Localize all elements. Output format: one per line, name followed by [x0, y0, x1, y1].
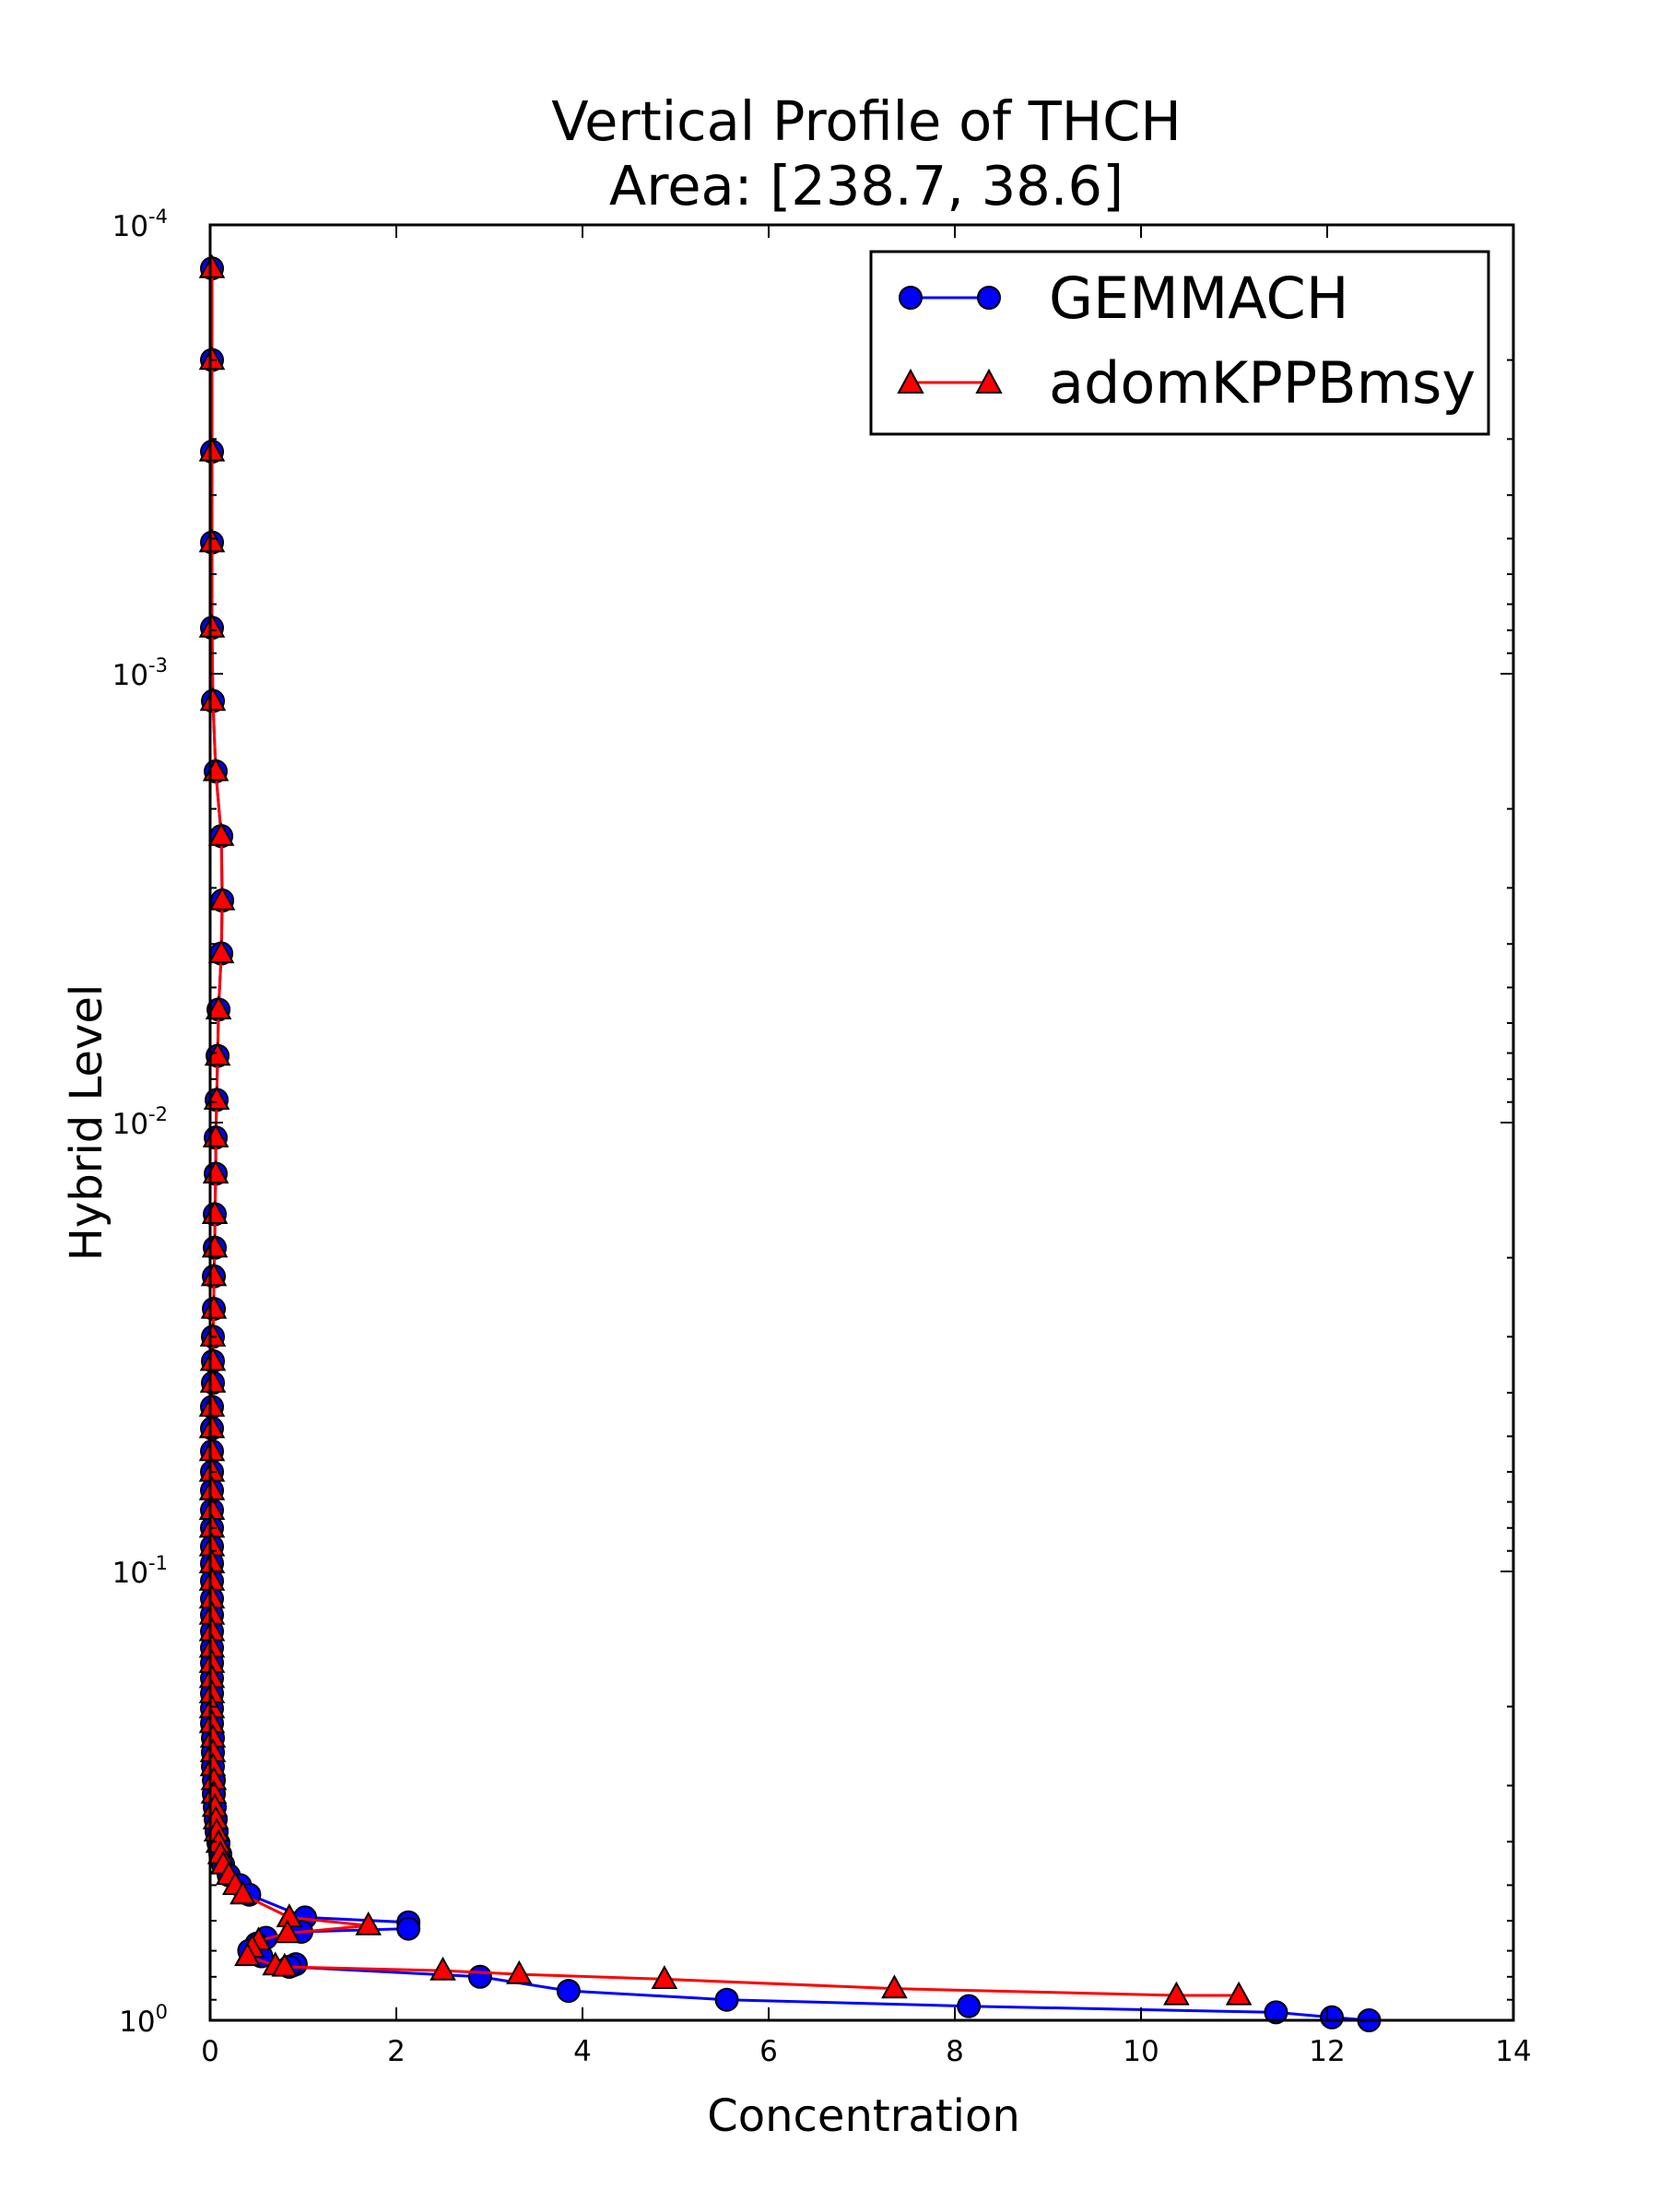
data-point-adom: [274, 1919, 301, 1944]
chart-title: Vertical Profile of THCH: [551, 89, 1181, 153]
x-tick-label: 6: [759, 2035, 778, 2068]
legend-marker-gemmach: [899, 286, 923, 310]
data-point-adom: [199, 1323, 227, 1347]
data-point-adom: [205, 995, 232, 1019]
data-point-adom: [271, 1952, 299, 1977]
data-point-adom: [198, 528, 226, 553]
data-point-adom: [198, 253, 226, 278]
data-point-adom: [198, 437, 226, 462]
legend-marker-adom: [897, 368, 924, 394]
legend-marker-gemmach-2: [977, 286, 1001, 310]
legend-label-gemmach: GEMMACH: [1049, 265, 1348, 332]
data-point-adom: [234, 1942, 261, 1967]
y-tick-base: 10: [119, 2006, 155, 2039]
y-tick-exponent: 0: [156, 2001, 168, 2023]
x-tick-label: 12: [1309, 2035, 1345, 2068]
data-point-adom: [200, 1262, 228, 1287]
data-point-gemmach: [396, 1916, 421, 1941]
data-point-gemmach: [1264, 2000, 1288, 2025]
legend-box: [869, 250, 1490, 436]
data-point-adom: [1163, 1981, 1190, 2006]
data-point-adom: [200, 1294, 228, 1319]
plot-frame: [208, 223, 1515, 2022]
data-point-adom: [1225, 1981, 1253, 2006]
y-tick-exponent: -4: [148, 206, 168, 228]
data-point-adom: [204, 1041, 231, 1066]
y-tick-base: 10: [112, 210, 148, 243]
legend-label-adom: adomKPPBmsy: [1049, 349, 1476, 417]
y-tick-label: 10-1: [112, 1552, 168, 1590]
legend: GEMMACH adomKPPBmsy: [869, 250, 1490, 436]
x-tick-label: 4: [573, 2035, 592, 2068]
x-tick-label: 14: [1495, 2035, 1531, 2068]
data-point-adom: [199, 687, 227, 712]
y-tick-exponent: -3: [148, 654, 168, 677]
y-tick-label: 10-4: [112, 206, 168, 243]
x-tick-label: 2: [387, 2035, 406, 2068]
legend-marker-adom-2: [975, 368, 1003, 394]
data-point-adom: [506, 1959, 533, 1984]
data-point-gemmach: [467, 1964, 492, 1989]
y-tick-label: 10-3: [112, 654, 168, 692]
y-tick-exponent: -1: [148, 1552, 168, 1574]
x-tick-label: 10: [1123, 2035, 1159, 2068]
y-tick-exponent: -2: [148, 1103, 168, 1125]
data-point-gemmach: [957, 1994, 982, 2018]
data-point-adom: [207, 821, 235, 846]
data-point-adom: [355, 1911, 382, 1936]
data-point-adom: [198, 1414, 226, 1439]
data-point-adom: [199, 1369, 227, 1393]
data-point-gemmach: [1320, 2005, 1345, 2030]
data-point-adom: [207, 939, 235, 964]
y-tick-base: 10: [112, 1557, 148, 1590]
data-point-adom: [208, 886, 236, 911]
y-axis-label: Hybrid Level: [61, 984, 112, 1261]
data-point-adom: [651, 1965, 678, 1989]
y-tick-label: 10-2: [112, 1103, 168, 1141]
x-tick-label: 8: [946, 2035, 964, 2068]
chart-subtitle: Area: [238.7, 38.6]: [609, 154, 1124, 218]
y-tick-base: 10: [112, 1108, 148, 1141]
data-point-adom: [198, 346, 226, 371]
data-point-adom: [198, 613, 226, 638]
data-point-gemmach: [556, 1979, 581, 2004]
y-tick-label: 100: [119, 2001, 168, 2039]
data-point-gemmach: [714, 1987, 739, 2012]
y-tick-base: 10: [112, 659, 148, 692]
x-tick-label: 0: [201, 2035, 219, 2068]
data-point-adom: [881, 1974, 908, 1999]
data-point-adom: [429, 1956, 456, 1981]
data-point-adom: [229, 1880, 256, 1905]
x-axis-label: Concentration: [707, 2090, 1020, 2142]
